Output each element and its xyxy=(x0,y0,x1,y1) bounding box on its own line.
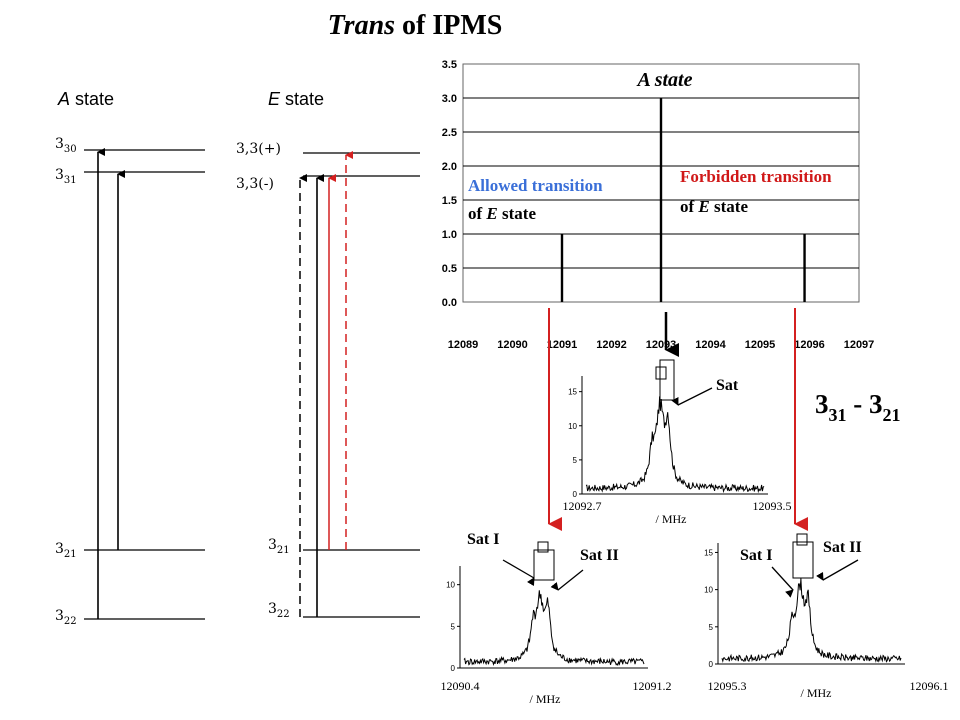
sat-ii-pointer-right xyxy=(816,559,859,581)
x-tick-label: 12095 xyxy=(745,339,776,351)
sat-i-label-right: Sat I xyxy=(740,547,772,564)
y-tick-label: 3.5 xyxy=(442,59,457,71)
peak-box xyxy=(537,541,549,553)
inset-y-tick-label: 0 xyxy=(709,660,714,669)
sat-i-label-left: Sat I xyxy=(467,531,499,548)
spectrum-title: A state xyxy=(635,69,692,91)
x-tick-labels: 12089 12090 12091 12092 12093 12094 12095 12096… xyxy=(448,339,875,351)
inset-range-end: 12091.2 xyxy=(633,679,672,693)
inset-y-tick-label: 10 xyxy=(446,581,455,590)
e-state-heading: E state xyxy=(268,89,324,109)
peak-box xyxy=(796,533,808,546)
spectral-peaks xyxy=(560,98,806,302)
level-label-330: 330 xyxy=(55,136,77,155)
y-tick-label: 0.5 xyxy=(442,263,457,275)
e-state-diagram: E state 3,3(+) 3,3(-) 321 322 xyxy=(236,89,420,620)
forbidden-transition-label: Forbidden transition xyxy=(680,167,832,186)
inset-y-tick-label: 5 xyxy=(573,456,578,465)
y-tick-label: 0.0 xyxy=(442,297,457,309)
inset-range-end: 12093.5 xyxy=(753,499,792,513)
inset-y-tick-label: 0 xyxy=(573,490,578,499)
y-tick-label: 2.0 xyxy=(442,161,457,173)
sat-ii-label-left: Sat II xyxy=(580,547,619,564)
sat-label: Sat xyxy=(716,377,739,394)
sat-i-pointer-left xyxy=(502,559,535,587)
inset-forbidden-sat: 0 5 10 15 12095.3 12096.1 / MHz xyxy=(704,533,949,700)
transition-label: 331 - 321 xyxy=(815,389,901,425)
inset-y-tick-label: 15 xyxy=(568,388,577,397)
peak-box xyxy=(655,366,667,380)
level-label-321: 321 xyxy=(55,541,77,560)
inset-range-start: 12095.3 xyxy=(708,679,747,693)
main-spectrum-chart: 0.0 0.5 1.0 1.5 2.0 2.5 3.0 3.5 12089 12090 12091… xyxy=(442,59,875,351)
inset-range-start: 12090.4 xyxy=(441,679,480,693)
sat-ii-label-right: Sat II xyxy=(823,539,862,556)
sat-pointer xyxy=(671,387,713,406)
inset-allowed-sat: 0 5 10 12090.4 12091.2 / MHz xyxy=(441,541,672,706)
sat-i-pointer-right xyxy=(771,566,794,598)
inset-range-end: 12096.1 xyxy=(910,679,949,693)
inset-range-start: 12092.7 xyxy=(563,499,602,513)
inset-unit-label: / MHz xyxy=(801,686,832,700)
page-title: Trans of IPMS xyxy=(328,10,503,41)
y-tick-label: 3.0 xyxy=(442,93,457,105)
level-label-33minus: 3,3(-) xyxy=(236,176,274,192)
inset-y-tick-label: 0 xyxy=(451,664,456,673)
inset-unit-label: / MHz xyxy=(530,692,561,706)
x-tick-label: 12089 xyxy=(448,339,479,351)
level-label-e-321: 321 xyxy=(268,537,290,556)
peak-box xyxy=(792,541,814,579)
inset-trace xyxy=(585,396,765,494)
y-tick-labels: 0.0 0.5 1.0 1.5 2.0 2.5 3.0 3.5 xyxy=(442,59,457,309)
x-tick-label: 12093 xyxy=(646,339,677,351)
peak-box xyxy=(659,359,675,401)
inset-trace xyxy=(463,590,645,667)
level-label-e-322: 322 xyxy=(268,601,290,620)
a-state-heading: A state xyxy=(57,89,114,109)
inset-y-tick-label: 5 xyxy=(709,623,714,632)
allowed-transition-sublabel: of E state xyxy=(468,204,536,223)
sat-ii-pointer-left xyxy=(550,569,584,591)
inset-y-tick-label: 10 xyxy=(568,422,577,431)
x-tick-label: 12094 xyxy=(695,339,726,351)
y-tick-label: 1.0 xyxy=(442,229,457,241)
y-tick-label: 1.5 xyxy=(442,195,457,207)
inset-y-tick-label: 5 xyxy=(451,622,456,631)
x-tick-label: 12090 xyxy=(497,339,528,351)
inset-y-tick-label: 15 xyxy=(704,548,713,557)
level-label-322: 322 xyxy=(55,608,77,627)
a-state-diagram: A state 330 331 321 322 xyxy=(55,89,205,627)
forbidden-transition-sublabel: of E state xyxy=(680,197,748,216)
allowed-transition-label: Allowed transition xyxy=(468,176,603,195)
x-tick-label: 12096 xyxy=(794,339,825,351)
inset-unit-label: / MHz xyxy=(656,512,687,526)
inset-y-tick-label: 10 xyxy=(704,586,713,595)
inset-trace xyxy=(721,578,902,664)
level-label-33plus: 3,3(+) xyxy=(236,141,281,157)
x-tick-label: 12092 xyxy=(596,339,627,351)
x-tick-label: 12091 xyxy=(547,339,578,351)
level-label-331: 331 xyxy=(55,167,77,186)
inset-a-state-sat: 0 5 10 15 12092.7 12093.5 / MHz xyxy=(563,359,792,526)
y-tick-label: 2.5 xyxy=(442,127,457,139)
x-tick-label: 12097 xyxy=(844,339,875,351)
peak-box xyxy=(533,549,555,581)
